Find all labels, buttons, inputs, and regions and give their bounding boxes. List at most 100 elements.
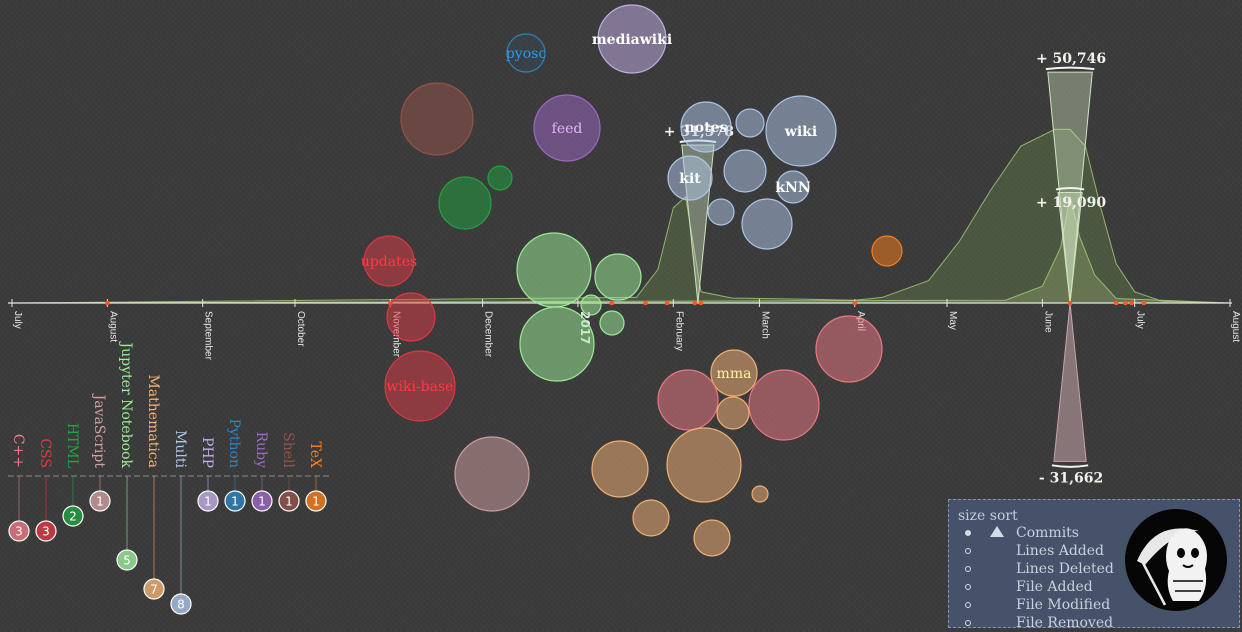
repo-bubble[interactable] xyxy=(741,198,793,250)
repo-bubble[interactable] xyxy=(386,292,436,342)
language-tex[interactable]: TeX 1 xyxy=(305,441,327,512)
repo-bubble-circle[interactable] xyxy=(735,108,765,138)
sort-option-file-modified[interactable]: File Modified xyxy=(965,596,1110,614)
repo-bubble-circle[interactable] xyxy=(723,149,767,193)
radio-icon[interactable] xyxy=(965,548,971,554)
repo-bubble-circle[interactable] xyxy=(741,198,793,250)
repo-bubble-kit[interactable]: kit xyxy=(667,155,713,201)
repo-bubble-circle[interactable] xyxy=(707,198,735,226)
repo-bubble-circle[interactable] xyxy=(765,95,837,167)
repo-bubble-circle[interactable] xyxy=(693,519,731,557)
repo-bubble[interactable] xyxy=(716,396,750,430)
repo-bubble-circle[interactable] xyxy=(386,292,436,342)
language-count-badge[interactable] xyxy=(8,520,30,542)
repo-bubble[interactable] xyxy=(693,519,731,557)
repo-bubble-circle[interactable] xyxy=(506,33,546,73)
language-ruby[interactable]: Ruby 1 xyxy=(251,432,273,512)
repo-bubble[interactable] xyxy=(487,165,513,191)
repo-bubble-circle[interactable] xyxy=(751,485,769,503)
language-php[interactable]: PHP 1 xyxy=(197,437,219,512)
language-count-badge[interactable] xyxy=(62,505,84,527)
repo-bubble-circle[interactable] xyxy=(632,499,670,537)
language-count-badge[interactable] xyxy=(251,490,273,512)
repo-bubble[interactable] xyxy=(454,436,530,512)
repo-bubble-circle[interactable] xyxy=(871,235,903,267)
repo-bubble-circle[interactable] xyxy=(667,155,713,201)
repo-bubble-circle[interactable] xyxy=(594,253,642,301)
language-multi[interactable]: Multi 8 xyxy=(170,430,192,615)
sort-option-file-removed[interactable]: File Removed xyxy=(965,614,1113,632)
language-mathematica[interactable]: Mathematica 7 xyxy=(143,374,165,600)
language-count-badge[interactable] xyxy=(143,578,165,600)
repo-bubble-circle[interactable] xyxy=(363,235,415,287)
sort-option-file-added[interactable]: File Added xyxy=(965,578,1093,596)
repo-bubble-circle[interactable] xyxy=(776,170,810,204)
repo-bubble-circle[interactable] xyxy=(516,232,592,308)
repo-bubble-notes[interactable]: notes xyxy=(680,101,732,153)
repo-bubble[interactable] xyxy=(599,310,625,336)
repo-bubble[interactable] xyxy=(657,369,719,431)
radio-icon[interactable] xyxy=(965,584,971,590)
repo-bubble-circle[interactable] xyxy=(716,396,750,430)
sort-ascending-icon[interactable] xyxy=(990,526,1004,537)
repo-bubble-circle[interactable] xyxy=(400,82,474,156)
repo-bubble-circle[interactable] xyxy=(533,94,601,162)
language-count-badge[interactable] xyxy=(224,490,246,512)
repo-bubble-pyosc[interactable]: pyosc xyxy=(506,33,546,73)
sort-option-lines-deleted[interactable]: Lines Deleted xyxy=(965,560,1114,578)
repo-bubble-kNN[interactable]: kNN xyxy=(775,170,811,204)
repo-bubble-circle[interactable] xyxy=(580,294,602,316)
repo-bubble[interactable] xyxy=(580,294,602,316)
repo-bubble-circle[interactable] xyxy=(815,315,883,383)
repo-bubble-circle[interactable] xyxy=(599,310,625,336)
repo-bubble[interactable] xyxy=(632,499,670,537)
language-javascript[interactable]: JavaScript 1 xyxy=(89,393,111,512)
language-count-badge[interactable] xyxy=(89,490,111,512)
repo-bubble-feed[interactable]: feed xyxy=(533,94,601,162)
repo-bubble-circle[interactable] xyxy=(657,369,719,431)
repo-bubble-mediawiki[interactable]: mediawiki xyxy=(592,4,672,74)
language-count-badge[interactable] xyxy=(197,490,219,512)
repo-bubble[interactable] xyxy=(519,306,595,382)
repo-bubble[interactable] xyxy=(751,485,769,503)
language-shell[interactable]: Shell 1 xyxy=(278,432,300,512)
language-count-badge[interactable] xyxy=(278,490,300,512)
language-count-badge[interactable] xyxy=(116,549,138,571)
repo-bubble[interactable] xyxy=(438,176,492,230)
repo-bubble-circle[interactable] xyxy=(519,306,595,382)
repo-bubble-circle[interactable] xyxy=(597,4,667,74)
language-html[interactable]: HTML 2 xyxy=(62,423,84,527)
sort-option-commits[interactable]: Commits xyxy=(965,524,1079,542)
repo-bubble-circle[interactable] xyxy=(384,350,456,422)
language-c-[interactable]: C++ 3 xyxy=(8,434,30,542)
repo-bubble[interactable] xyxy=(594,253,642,301)
sort-option-lines-added[interactable]: Lines Added xyxy=(965,542,1104,560)
repo-bubble[interactable] xyxy=(666,427,742,503)
repo-bubble-circle[interactable] xyxy=(591,440,649,498)
repo-bubble-circle[interactable] xyxy=(680,101,732,153)
repo-bubble[interactable] xyxy=(735,108,765,138)
repo-bubble[interactable] xyxy=(871,235,903,267)
language-python[interactable]: Python 1 xyxy=(224,419,246,512)
repo-bubble[interactable] xyxy=(400,82,474,156)
radio-icon[interactable] xyxy=(965,620,971,626)
radio-icon[interactable] xyxy=(965,602,971,608)
repo-bubble[interactable] xyxy=(723,149,767,193)
language-count-badge[interactable] xyxy=(35,520,57,542)
repo-bubble-circle[interactable] xyxy=(438,176,492,230)
repo-bubble-circle[interactable] xyxy=(710,349,758,397)
repo-bubble[interactable] xyxy=(815,315,883,383)
repo-bubble-wiki-base[interactable]: wiki-base xyxy=(384,350,456,422)
repo-bubble[interactable] xyxy=(591,440,649,498)
language-css[interactable]: CSS 3 xyxy=(35,438,57,542)
repo-bubble[interactable] xyxy=(748,369,820,441)
repo-bubble-circle[interactable] xyxy=(454,436,530,512)
repo-bubble-circle[interactable] xyxy=(748,369,820,441)
repo-bubble-circle[interactable] xyxy=(666,427,742,503)
repo-bubble-updates[interactable]: updates xyxy=(361,235,417,287)
repo-bubble-wiki[interactable]: wiki xyxy=(765,95,837,167)
repo-bubble-circle[interactable] xyxy=(487,165,513,191)
language-count-badge[interactable] xyxy=(170,593,192,615)
repo-bubble[interactable] xyxy=(707,198,735,226)
radio-icon[interactable] xyxy=(965,530,971,536)
